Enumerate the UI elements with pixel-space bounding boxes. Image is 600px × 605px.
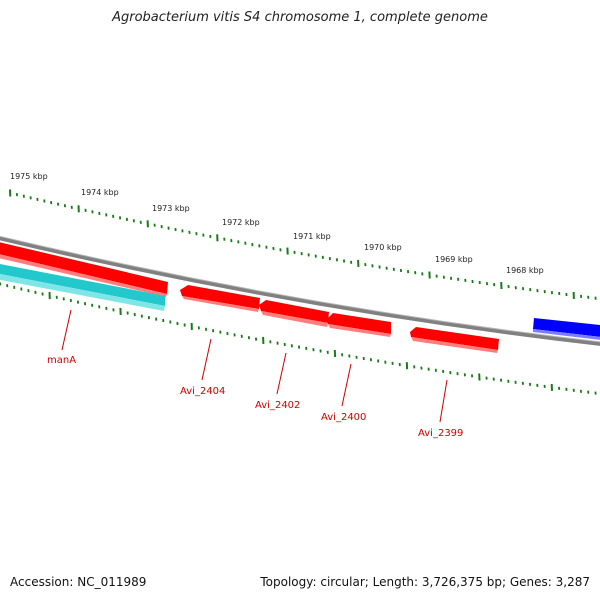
accession-label: Accession: NC_011989 (10, 575, 146, 589)
scale-label-1975: 1975 kbp (10, 172, 48, 181)
scale-label-1972: 1972 kbp (222, 218, 260, 227)
scale-label-1974: 1974 kbp (81, 188, 119, 197)
gene-label-manA: manA (47, 355, 76, 366)
label-line-avi-2402 (277, 353, 286, 394)
label-line-avi-2404 (202, 339, 211, 380)
gene-label-avi-2400: Avi_2400 (321, 412, 366, 423)
genome-title: Agrobacterium vitis S4 chromosome 1, com… (0, 10, 600, 25)
gene-label-avi-2402: Avi_2402 (255, 400, 300, 411)
scale-label-1971: 1971 kbp (293, 232, 331, 241)
scale-label-1969: 1969 kbp (435, 255, 473, 264)
scale-label-1970: 1970 kbp (364, 243, 402, 252)
scale-label-1973: 1973 kbp (152, 204, 190, 213)
scale-label-1968: 1968 kbp (506, 266, 544, 275)
gene-label-avi-2399: Avi_2399 (418, 428, 463, 439)
label-line-manA (62, 310, 71, 350)
label-line-avi-2399 (440, 380, 447, 422)
label-line-avi-2400 (342, 364, 351, 406)
genome-summary: Topology: circular; Length: 3,726,375 bp… (260, 575, 590, 589)
gene-label-avi-2404: Avi_2404 (180, 386, 225, 397)
